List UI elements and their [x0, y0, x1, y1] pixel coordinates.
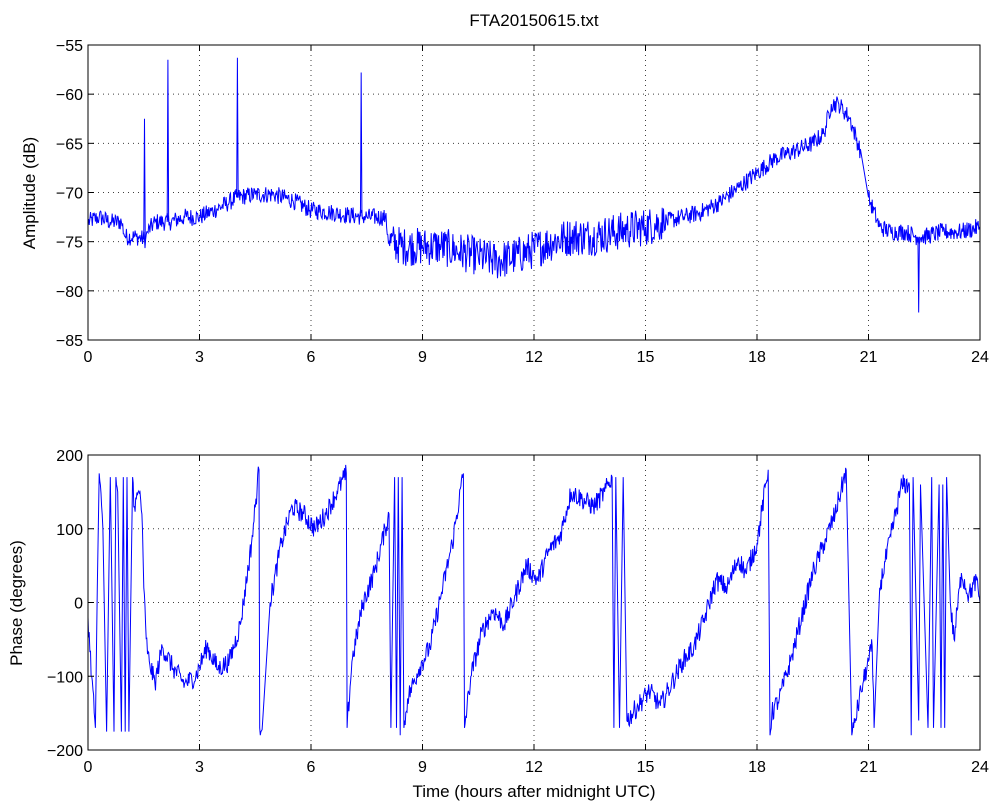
- phase-series-line: [87, 464, 981, 736]
- chart-title: FTA20150615.txt: [469, 11, 598, 30]
- amplitude-y-tick-label: −85: [56, 333, 83, 350]
- phase-y-tick-label: −100: [47, 669, 83, 686]
- amplitude-spike: [166, 59, 170, 223]
- amplitude-x-tick-label: 24: [971, 349, 989, 366]
- amplitude-spike: [359, 72, 363, 217]
- phase-x-tick-label: 18: [748, 759, 766, 776]
- amplitude-y-tick-label: −60: [56, 87, 83, 104]
- amplitude-x-tick-label: 12: [525, 349, 543, 366]
- phase-x-tick-label: 6: [307, 759, 316, 776]
- phase-x-tick-label: 12: [525, 759, 543, 776]
- phase-y-axis-label: Phase (degrees): [7, 540, 26, 666]
- amplitude-x-tick-label: 18: [748, 349, 766, 366]
- amplitude-plot: 0 3 6 9 12 15 18 21 24 −85 −80 −75 −70 −65 −60 −55: [56, 38, 989, 366]
- amplitude-spike: [143, 118, 146, 240]
- amplitude-x-tick-label: 3: [195, 349, 204, 366]
- phase-y-tick-label: −200: [47, 743, 83, 760]
- phase-x-tick-label: 9: [418, 759, 427, 776]
- amplitude-y-tick-label: −55: [56, 38, 83, 55]
- phase-x-tick-label: 21: [860, 759, 878, 776]
- amplitude-y-tick-label: −75: [56, 235, 83, 252]
- phase-x-tick-label: 3: [195, 759, 204, 776]
- amplitude-x-tick-label: 6: [307, 349, 316, 366]
- phase-x-tick-label: 15: [637, 759, 655, 776]
- phase-x-tick-label: 24: [971, 759, 989, 776]
- amplitude-y-axis-label: Amplitude (dB): [20, 137, 39, 249]
- amplitude-x-tick-label: 21: [860, 349, 878, 366]
- phase-x-axis-label: Time (hours after midnight UTC): [412, 782, 655, 801]
- phase-x-tick-label: 0: [84, 759, 93, 776]
- phase-y-tick-label: 100: [56, 522, 83, 539]
- amplitude-y-tick-label: −65: [56, 136, 83, 153]
- amplitude-x-tick-label: 9: [418, 349, 427, 366]
- phase-plot: 0 3 6 9 12 15 18 21 24 −200 −100 0 100 200: [47, 448, 989, 776]
- phase-y-tick-label: 0: [74, 596, 83, 613]
- amplitude-x-tick-label: 15: [637, 349, 655, 366]
- amplitude-spike: [236, 57, 239, 198]
- amplitude-series-line: [87, 96, 981, 279]
- amplitude-spike: [917, 236, 920, 313]
- amplitude-y-tick-label: −70: [56, 186, 83, 203]
- amplitude-y-tick-label: −80: [56, 284, 83, 301]
- phase-y-tick-label: 200: [56, 448, 83, 465]
- amplitude-x-tick-label: 0: [84, 349, 93, 366]
